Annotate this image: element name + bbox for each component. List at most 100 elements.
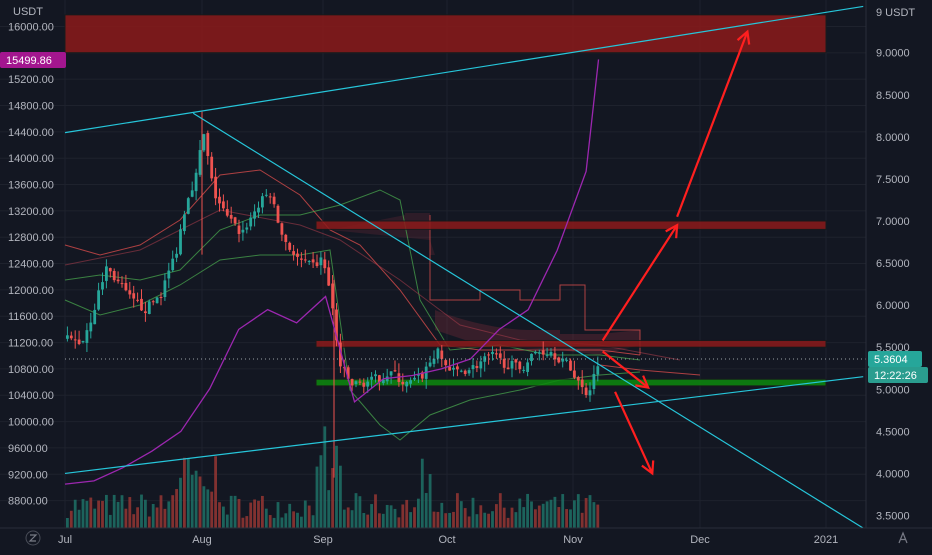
candle-body	[354, 381, 358, 385]
candle-body	[522, 369, 526, 371]
left-tick-label: 13200.00	[8, 206, 54, 218]
volume-bar	[518, 498, 522, 528]
volume-bar	[280, 517, 284, 528]
volume-bar	[93, 508, 97, 528]
zone-box	[315, 339, 827, 348]
cloud-edge	[429, 215, 641, 355]
volume-bar	[475, 514, 479, 528]
right-axis[interactable]: 9 USDT 9.0000 8.5000 8.0000 7.5000 7.0000 6.5…	[865, 0, 932, 528]
volume-bar	[167, 501, 171, 528]
volume-bar	[183, 457, 186, 528]
arrow-shaft	[601, 350, 649, 389]
candle-body	[179, 229, 182, 255]
candle-body	[339, 342, 342, 367]
candle-body	[264, 194, 268, 196]
candle-body	[183, 214, 186, 232]
volume-bar	[108, 514, 112, 528]
time-tick-label: Aug	[192, 534, 212, 546]
right-tick-label: 7.5000	[876, 174, 910, 186]
volume-bar	[272, 517, 276, 528]
volume-bar	[206, 489, 210, 528]
left-tick-label: 16000.00	[8, 22, 54, 34]
volume-bar	[565, 509, 568, 528]
candle-body	[366, 381, 370, 387]
volume-bar	[151, 503, 155, 528]
volume-bar	[541, 503, 545, 528]
lag-line	[599, 364, 701, 376]
candle-body	[186, 198, 190, 214]
volume-bar	[424, 493, 428, 528]
time-axis[interactable]: Jul Aug Sep Oct Nov Dec 2021	[0, 527, 932, 550]
right-tick-label: 4.0000	[876, 468, 910, 480]
candle-body	[448, 366, 451, 371]
volume-bar	[393, 508, 397, 528]
candle-body	[545, 354, 549, 356]
volume-bar	[452, 511, 455, 528]
volume-bar	[175, 489, 178, 528]
volume-bar	[116, 501, 120, 528]
trendline	[64, 376, 864, 475]
left-price-badge: 15499.86	[6, 55, 52, 67]
candle-body	[526, 362, 529, 372]
candle-body	[225, 209, 229, 216]
logo-z-icon[interactable]	[25, 530, 41, 546]
volume-bar	[186, 458, 190, 528]
volume-bar	[335, 445, 338, 528]
arrow-head	[641, 460, 655, 476]
volume-bar	[456, 493, 459, 528]
candle-body	[401, 381, 405, 385]
arrow-head	[635, 375, 650, 390]
candle-body	[241, 229, 245, 233]
volume-bar	[573, 500, 576, 528]
candle-body	[128, 290, 132, 295]
candle-body	[319, 257, 323, 266]
trendline	[192, 112, 864, 529]
volume-bar	[163, 508, 167, 528]
volume-bar	[557, 507, 561, 528]
candle-body	[214, 176, 217, 199]
volume-bar	[194, 470, 198, 528]
volume-bar	[378, 513, 381, 528]
volume-bar	[432, 511, 436, 528]
volume-bar	[510, 507, 514, 528]
volume-bar	[502, 507, 506, 528]
auto-scale-a-icon[interactable]	[898, 531, 908, 544]
candle-body	[580, 379, 584, 388]
volume-bar	[459, 501, 463, 528]
candle-body	[66, 335, 69, 339]
volume-bar	[112, 494, 116, 528]
volume-bar	[358, 496, 362, 528]
volume-bar	[303, 500, 307, 528]
candle-body	[370, 376, 373, 380]
candle-body	[280, 223, 284, 235]
volume-bar	[101, 500, 104, 528]
candle-body	[428, 362, 432, 367]
countdown-badge-bg	[868, 367, 928, 383]
volume-bar	[73, 499, 77, 528]
volume-bar	[261, 495, 264, 528]
volume-bar	[389, 505, 393, 528]
left-tick-label: 14400.00	[8, 127, 54, 139]
candle-body	[276, 205, 280, 223]
volume-bar	[448, 512, 451, 528]
candle-body	[405, 381, 409, 387]
time-tick-label: Nov	[563, 534, 583, 546]
volume-bar	[440, 502, 444, 528]
candle-body	[124, 282, 128, 291]
volume-bar	[136, 507, 139, 528]
volume-bar	[105, 494, 108, 528]
candle-body	[588, 390, 592, 396]
left-tick-label: 11200.00	[8, 338, 53, 350]
right-tick-label: 5.0000	[876, 384, 910, 396]
volume-bar	[553, 496, 557, 528]
left-tick-label: 15200.00	[8, 74, 54, 86]
volume-bar	[545, 501, 549, 528]
volume-bar	[218, 502, 221, 528]
right-price-badge: 5.3604	[874, 354, 908, 366]
volume-bar	[596, 504, 600, 528]
left-tick-label: 14800.00	[8, 101, 54, 113]
candle-body	[245, 227, 249, 230]
left-axis: USDT 16000.00 15200.00 14800.00 14400.00 140…	[0, 6, 66, 508]
candle-body	[85, 330, 89, 343]
candle-body	[534, 351, 537, 354]
